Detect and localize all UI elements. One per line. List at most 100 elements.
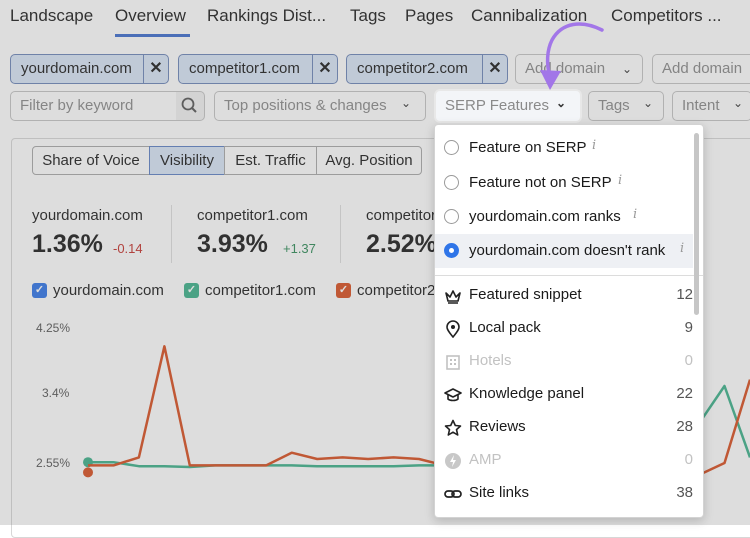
- tags-dropdown[interactable]: Tags ⌄: [588, 91, 664, 121]
- annotation-arrow-icon: [540, 22, 604, 90]
- feature-label: Knowledge panel: [469, 385, 585, 402]
- domain-chip-yourdomain: yourdomain.com ✕: [10, 54, 169, 84]
- metric-tab-share-of-voice[interactable]: Share of Voice: [32, 146, 150, 175]
- add-domain-input[interactable]: Add domain ⌄: [515, 54, 643, 84]
- stat-delta: -0.14: [113, 241, 143, 256]
- stat-divider: [340, 205, 341, 263]
- serp-features-dropdown-highlighted[interactable]: SERP Features ⌄: [434, 89, 582, 123]
- radio-label: yourdomain.com doesn't rank: [469, 242, 666, 259]
- radio-option-feature-not-on-serp[interactable]: Feature not on SERP i: [435, 166, 693, 200]
- stat-value: 2.52%: [366, 230, 437, 258]
- hotel-icon: [446, 355, 460, 370]
- legend-checkbox[interactable]: ✓: [32, 283, 47, 298]
- tab-cannibalization[interactable]: Cannibalization: [471, 6, 588, 25]
- radio-option-feature-on-serp[interactable]: Feature on SERP i: [435, 131, 693, 165]
- info-icon[interactable]: i: [680, 241, 685, 256]
- star-icon: [444, 419, 462, 436]
- stat-value: 1.36%: [32, 230, 103, 258]
- feature-count: 38: [676, 484, 693, 501]
- radio-label: Feature on SERP: [469, 139, 587, 156]
- link-icon: [444, 490, 462, 498]
- info-icon[interactable]: i: [633, 207, 638, 222]
- serp-features-menu: Feature on SERP i Feature not on SERP i …: [434, 124, 704, 518]
- remove-domain-icon[interactable]: ✕: [482, 55, 507, 83]
- domain-chip-label: competitor2.com: [357, 60, 468, 77]
- menu-scrollbar[interactable]: [694, 133, 699, 315]
- feature-amp: AMP 0: [435, 444, 693, 477]
- top-positions-label: Top positions & changes: [224, 97, 387, 114]
- domain-chip-competitor1: competitor1.com ✕: [178, 54, 338, 84]
- tab-landscape[interactable]: Landscape: [10, 6, 94, 25]
- tab-rankings-distribution[interactable]: Rankings Dist...: [207, 6, 327, 25]
- feature-label: Featured snippet: [469, 286, 582, 303]
- search-icon: [181, 97, 197, 113]
- radio-option-domain-doesnt-rank[interactable]: yourdomain.com doesn't rank i: [435, 234, 693, 268]
- graduation-cap-icon: [444, 388, 462, 402]
- feature-featured-snippet[interactable]: Featured snippet 12: [435, 279, 693, 312]
- info-icon[interactable]: i: [618, 173, 623, 188]
- domain-chip-label: yourdomain.com: [21, 60, 132, 77]
- radio-button[interactable]: [444, 175, 459, 190]
- serp-features-label: SERP Features: [445, 97, 549, 114]
- feature-count: 0: [684, 352, 693, 369]
- metric-tab-avg-position[interactable]: Avg. Position: [316, 146, 422, 175]
- chevron-down-icon: ⌄: [733, 96, 744, 110]
- tab-tags[interactable]: Tags: [350, 6, 386, 25]
- tab-overview[interactable]: Overview: [115, 6, 186, 25]
- crown-icon: [445, 290, 461, 304]
- legend-checkbox[interactable]: ✓: [184, 283, 199, 298]
- y-tick-label: 3.4%: [42, 386, 70, 400]
- stat-delta: +1.37: [283, 241, 316, 256]
- domain-chip-label: competitor1.com: [189, 60, 300, 77]
- feature-site-links[interactable]: Site links 38: [435, 477, 693, 510]
- feature-local-pack[interactable]: Local pack 9: [435, 312, 693, 345]
- chevron-down-icon: ⌄: [556, 96, 567, 110]
- metric-tab-visibility[interactable]: Visibility: [149, 146, 225, 175]
- feature-count: 22: [676, 385, 693, 402]
- stat-domain-name: competitor1.com: [197, 207, 308, 224]
- remove-domain-icon[interactable]: ✕: [312, 55, 337, 83]
- radio-label: Feature not on SERP: [469, 174, 612, 191]
- radio-button-selected[interactable]: [444, 243, 459, 258]
- feature-label: AMP: [469, 451, 502, 468]
- radio-label: yourdomain.com ranks: [469, 208, 621, 225]
- add-domain-placeholder: Add domain: [662, 60, 743, 77]
- y-tick-label: 2.55%: [36, 456, 71, 470]
- active-tab-indicator: [115, 34, 190, 37]
- feature-label: Reviews: [469, 418, 526, 435]
- stat-value: 3.93%: [197, 230, 268, 258]
- add-domain-input-2[interactable]: Add domain: [652, 54, 750, 84]
- legend-checkbox[interactable]: ✓: [336, 283, 351, 298]
- stat-domain-name: yourdomain.com: [32, 207, 143, 224]
- top-positions-dropdown[interactable]: Top positions & changes ⌄: [214, 91, 426, 121]
- radio-button[interactable]: [444, 140, 459, 155]
- feature-knowledge-panel[interactable]: Knowledge panel 22: [435, 378, 693, 411]
- legend-label: yourdomain.com: [53, 282, 164, 299]
- info-icon[interactable]: i: [592, 138, 597, 153]
- feature-count: 28: [676, 418, 693, 435]
- legend-label: competitor1.com: [205, 282, 316, 299]
- menu-divider: [435, 275, 703, 276]
- intent-dropdown[interactable]: Intent ⌄: [672, 91, 750, 121]
- feature-count: 0: [684, 451, 693, 468]
- domain-chip-competitor2: competitor2.com ✕: [346, 54, 508, 84]
- chevron-down-icon: ⌄: [401, 96, 412, 110]
- remove-domain-icon[interactable]: ✕: [143, 55, 168, 83]
- chevron-down-icon: ⌄: [622, 62, 633, 76]
- tab-competitors[interactable]: Competitors ...: [611, 6, 722, 25]
- feature-count: 12: [676, 286, 693, 303]
- tab-pages[interactable]: Pages: [405, 6, 454, 25]
- keyword-filter-input[interactable]: Filter by keyword: [10, 91, 177, 121]
- metric-tab-est-traffic[interactable]: Est. Traffic: [224, 146, 317, 175]
- chevron-down-icon: ⌄: [643, 96, 654, 110]
- feature-label: Local pack: [469, 319, 541, 336]
- radio-option-domain-ranks[interactable]: yourdomain.com ranks i: [435, 200, 693, 234]
- radio-button[interactable]: [444, 209, 459, 224]
- feature-label: Hotels: [469, 352, 512, 369]
- tags-label: Tags: [598, 97, 630, 114]
- feature-hotels: Hotels 0: [435, 345, 693, 378]
- feature-reviews[interactable]: Reviews 28: [435, 411, 693, 444]
- keyword-filter-placeholder: Filter by keyword: [20, 97, 134, 114]
- search-button[interactable]: [176, 91, 205, 121]
- map-pin-icon: [446, 320, 460, 338]
